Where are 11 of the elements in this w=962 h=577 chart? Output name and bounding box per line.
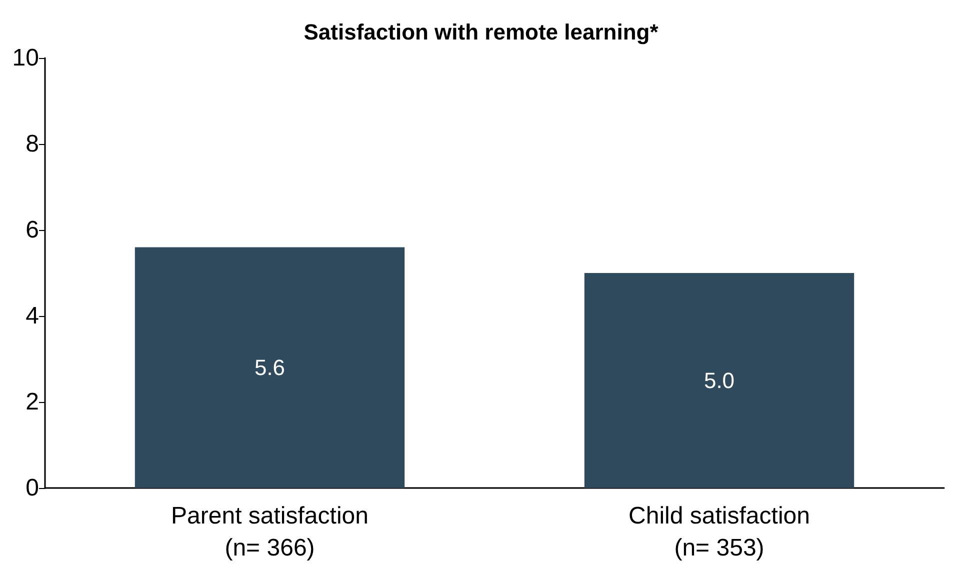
x-tick-label: Child satisfaction (n= 353) xyxy=(628,502,810,562)
chart-title: Satisfaction with remote learning* xyxy=(304,20,659,44)
data-label: 5.0 xyxy=(704,368,735,393)
y-tick-label: 0 xyxy=(26,474,39,502)
y-tick-label: 6 xyxy=(26,216,39,244)
x-tick-label: Parent satisfaction (n= 366) xyxy=(171,502,368,562)
y-tick-label: 2 xyxy=(26,388,39,416)
y-tick-label: 10 xyxy=(12,44,39,72)
y-tick-label: 8 xyxy=(26,130,39,158)
data-label: 5.6 xyxy=(254,355,286,380)
y-tick-label: 4 xyxy=(26,302,39,330)
